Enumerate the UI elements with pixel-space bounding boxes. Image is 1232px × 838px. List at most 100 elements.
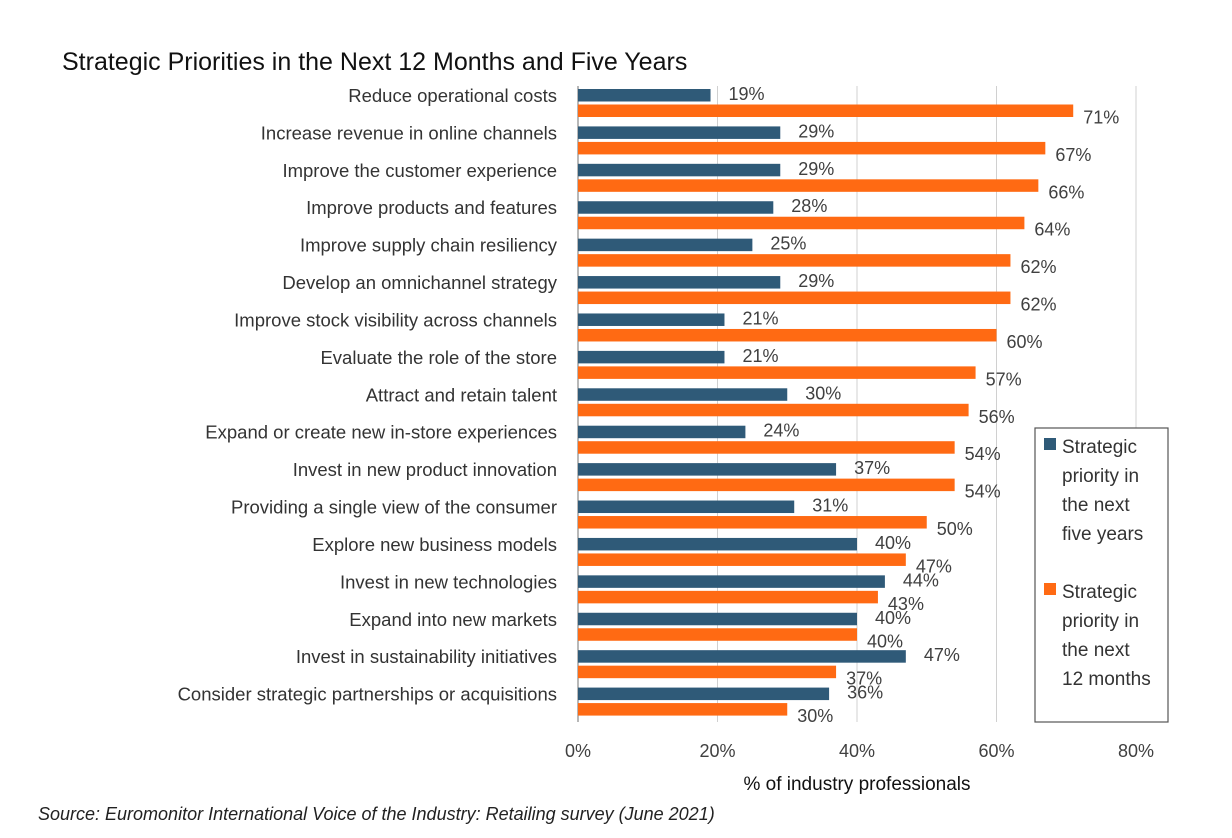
bar-12-months [578,478,955,492]
source-note: Source: Euromonitor International Voice … [38,804,715,824]
bar-12-months [578,254,1011,267]
data-label: 29% [798,159,834,179]
data-label: 40% [867,631,903,651]
data-label: 21% [742,346,778,366]
legend-swatch [1044,438,1056,450]
bar-five-years [578,463,837,476]
category-label: Increase revenue in online channels [261,122,557,143]
data-label: 19% [729,84,765,104]
legend-label: the next [1062,640,1130,661]
category-label: Providing a single view of the consumer [231,497,557,518]
bar-five-years [578,500,795,514]
legend-swatch [1044,583,1056,595]
data-label: 66% [1048,182,1084,202]
bar-five-years [578,388,788,401]
bar-12-months [578,553,906,566]
bar-five-years [578,89,711,102]
category-label: Evaluate the role of the store [320,347,557,368]
category-label: Consider strategic partnerships or acqui… [178,684,557,705]
data-label: 24% [763,421,799,441]
x-tick-label: 80% [1118,741,1154,761]
data-label: 62% [1020,295,1056,315]
bars: Reduce operational costs 19% 71% Increase r… [178,84,1120,726]
category-label: Improve the customer experience [282,160,557,181]
bar-five-years [578,163,781,177]
data-label: 37% [854,458,890,478]
x-axis-ticks: 0% 20% 40% 60% 80% [565,741,1154,761]
category-label: Develop an omnichannel strategy [282,272,557,293]
data-label: 36% [847,683,883,703]
category-label: Attract and retain talent [366,384,557,405]
data-label: 54% [965,444,1001,464]
data-label: 47% [924,645,960,665]
bar-five-years [578,350,725,364]
data-label: 44% [903,570,939,590]
data-label: 67% [1055,145,1091,165]
bar-five-years [578,126,781,139]
bar-12-months [578,441,955,454]
data-label: 29% [798,121,834,141]
bar-five-years [578,612,857,626]
bar-12-months [578,179,1039,192]
data-label: 56% [979,407,1015,427]
category-label: Improve supply chain resiliency [300,235,558,256]
legend-label: Strategic [1062,437,1137,458]
data-label: 47% [916,556,952,576]
x-axis-label: % of industry professionals [743,774,970,795]
chart-title: Strategic Priorities in the Next 12 Mont… [62,48,687,76]
bar-12-months [578,516,927,529]
data-label: 60% [1007,332,1043,352]
category-label: Expand or create new in-store experience… [205,422,557,443]
category-label: Invest in new technologies [340,571,557,592]
bar-12-months [578,703,788,716]
bar-five-years [578,201,774,214]
data-label: 25% [770,234,806,254]
category-label: Improve stock visibility across channels [234,309,557,330]
x-tick-label: 60% [978,741,1014,761]
category-label: Expand into new markets [349,609,557,630]
data-label: 37% [846,669,882,689]
data-label: 40% [875,533,911,553]
bar-12-months [578,216,1025,230]
bar-12-months [578,104,1074,117]
legend-label: 12 months [1062,669,1151,690]
data-label: 54% [965,482,1001,502]
category-label: Invest in sustainability initiatives [296,646,557,667]
bar-12-months [578,291,1011,305]
bar-five-years [578,687,830,701]
legend-label: the next [1062,495,1130,516]
data-label: 31% [812,496,848,516]
legend-label: five years [1062,524,1143,545]
data-label: 21% [742,308,778,328]
category-label: Explore new business models [312,534,557,555]
bar-five-years [578,650,906,663]
bar-five-years [578,238,753,252]
data-label: 30% [797,706,833,726]
bar-12-months [578,328,997,342]
bar-12-months [578,366,976,379]
data-label: 62% [1020,257,1056,277]
legend-label: priority in [1062,466,1139,487]
data-label: 30% [805,383,841,403]
data-label: 71% [1083,108,1119,128]
bar-12-months [578,403,969,417]
bar-five-years [578,575,885,588]
x-tick-label: 0% [565,741,591,761]
legend-label: priority in [1062,611,1139,632]
data-label: 64% [1034,220,1070,240]
legend-label: Strategic [1062,582,1137,603]
bar-five-years [578,276,781,289]
category-label: Reduce operational costs [348,85,557,106]
category-label: Invest in new product innovation [293,459,557,480]
data-label: 50% [937,519,973,539]
data-label: 28% [791,196,827,216]
data-label: 57% [986,369,1022,389]
data-label: 43% [888,594,924,614]
bar-12-months [578,628,857,641]
x-tick-label: 20% [699,741,735,761]
bar-five-years [578,425,746,439]
bar-12-months [578,590,878,604]
x-tick-label: 40% [839,741,875,761]
bar-12-months [578,665,837,679]
